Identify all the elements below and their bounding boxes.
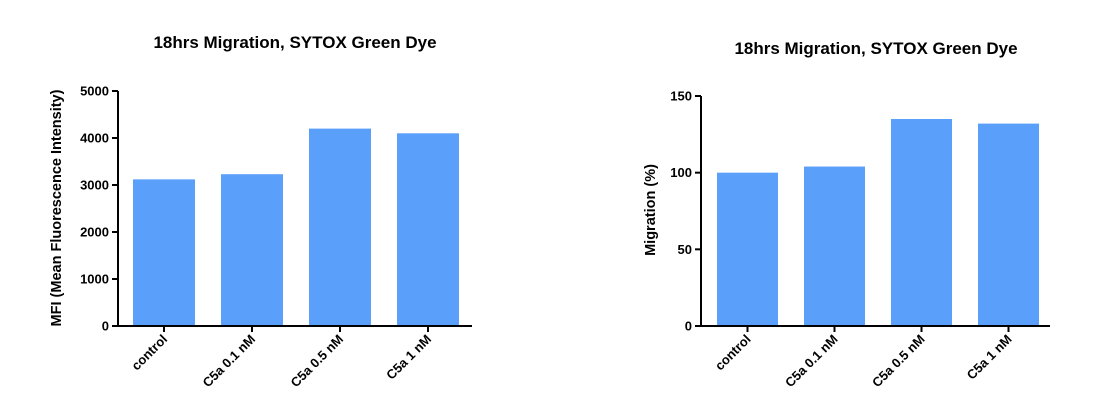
y-tick-label: 0 [102, 319, 109, 334]
bar [804, 166, 865, 326]
x-tick-label: C5a 1 nM [964, 332, 1015, 383]
chart-title: 18hrs Migration, SYTOX Green Dye [153, 33, 436, 52]
x-tick-label: control [712, 332, 754, 374]
y-tick-label: 3000 [80, 178, 109, 193]
y-axis-label: MFI (Mean Fluorescence Intensity) [49, 89, 65, 326]
y-tick-label: 0 [685, 319, 692, 334]
chart-title: 18hrs Migration, SYTOX Green Dye [734, 39, 1017, 58]
chart-mfi: 18hrs Migration, SYTOX Green Dye MFI (Me… [49, 33, 472, 390]
bar [397, 133, 459, 326]
axis-lines [700, 96, 1050, 327]
bar [309, 128, 371, 326]
y-tick-group: 0 50 100 150 [670, 89, 701, 334]
x-tick-group: control C5a 0.1 nM C5a 0.5 nM C5a 1 nM [712, 326, 1015, 390]
y-tick-label: 50 [678, 242, 692, 257]
bar [221, 174, 283, 326]
y-tick-group: 0 1000 2000 3000 4000 5000 [80, 84, 118, 334]
x-tick-label: C5a 0.5 nM [287, 332, 346, 391]
x-tick-label: control [128, 332, 170, 374]
y-axis-label: Migration (%) [643, 164, 659, 256]
chart-migration: 18hrs Migration, SYTOX Green Dye Migrati… [643, 39, 1050, 390]
x-tick-label: C5a 0.5 nM [869, 332, 928, 391]
bar [891, 119, 952, 326]
y-tick-label: 100 [670, 165, 692, 180]
y-tick-label: 2000 [80, 225, 109, 240]
x-tick-label: C5a 0.1 nM [199, 332, 258, 391]
bar-group [133, 128, 459, 326]
axis-lines [117, 91, 472, 327]
bar [978, 123, 1039, 326]
y-tick-label: 4000 [80, 131, 109, 146]
y-tick-label: 1000 [80, 272, 109, 287]
y-tick-label: 5000 [80, 84, 109, 99]
x-tick-label: C5a 0.1 nM [782, 332, 841, 391]
y-tick-label: 150 [670, 89, 692, 104]
bar [717, 172, 778, 326]
bar-group [717, 119, 1039, 326]
x-tick-label: C5a 1 nM [383, 332, 434, 383]
bar [133, 179, 195, 326]
x-tick-group: control C5a 0.1 nM C5a 0.5 nM C5a 1 nM [128, 326, 434, 390]
